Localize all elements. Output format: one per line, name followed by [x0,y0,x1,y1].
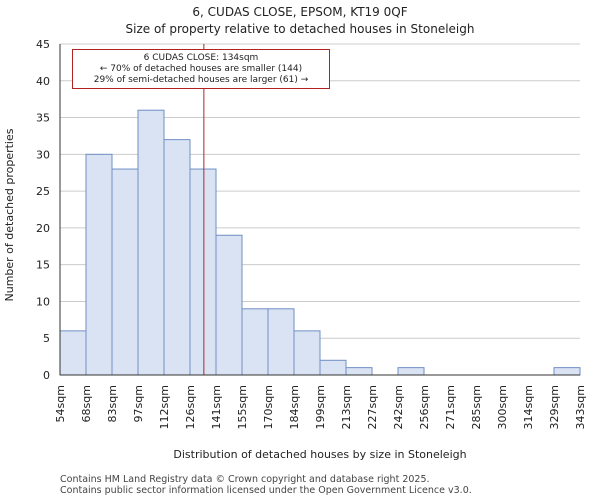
x-tick-label: 112sqm [158,385,171,429]
y-tick-label: 5 [43,332,50,345]
x-tick-label: 227sqm [366,385,379,429]
annotation-line-2: ← 70% of detached houses are smaller (14… [99,64,303,74]
x-tick-label: 285sqm [470,385,483,429]
annotation-line-1: 6 CUDAS CLOSE: 134sqm [143,53,259,63]
y-tick-label: 40 [36,75,50,88]
x-tick-label: 83sqm [106,385,119,422]
histogram-bar [241,308,269,376]
y-tick-label: 15 [36,259,50,272]
histogram-bar [59,330,87,376]
x-tick-label: 170sqm [262,385,275,429]
histogram-bar [267,308,295,376]
x-tick-label: 199sqm [314,385,327,429]
chart-title-address: 6, CUDAS CLOSE, EPSOM, KT19 0QF [192,5,408,19]
histogram-bar [345,367,373,376]
histogram-bar [215,234,243,376]
x-tick-label: 68sqm [80,385,93,422]
x-tick-label: 126sqm [184,385,197,429]
x-tick-label: 343sqm [574,385,587,429]
histogram-bar [397,367,425,376]
chart-title: Size of property relative to detached ho… [125,22,475,36]
histogram-bar [189,168,217,376]
y-tick-label: 25 [36,185,50,198]
x-tick-label: 242sqm [392,385,405,429]
annotation-line-3: 29% of semi-detached houses are larger (… [93,75,309,85]
bar-series [59,109,581,376]
x-tick-label: 184sqm [288,385,301,429]
y-tick-label: 45 [36,38,50,51]
x-tick-label: 271sqm [444,385,457,429]
y-tick-label: 35 [36,112,50,125]
x-tick-label: 155sqm [236,385,249,429]
x-tick-label: 54sqm [54,385,67,422]
x-axis-label: Distribution of detached houses by size … [173,448,466,461]
y-tick-label: 0 [43,369,50,382]
annotation-box: 6 CUDAS CLOSE: 134sqm ← 70% of detached … [72,49,330,89]
x-tick-labels: 54sqm 68sqm 83sqm 97sqm 112sqm 126sqm 141sqm 15… [54,385,587,429]
histogram-bar [293,330,321,376]
y-tick-label: 30 [36,148,50,161]
x-tick-label: 213sqm [340,385,353,429]
x-tick-label: 141sqm [210,385,223,429]
histogram-bar [553,367,581,376]
x-tick-label: 300sqm [496,385,509,429]
y-tick-label: 10 [36,295,50,308]
y-tick-labels: 0 5 10 15 20 25 30 35 40 45 [36,38,50,382]
footer-licence: Contains public sector information licen… [60,485,472,496]
x-tick-label: 97sqm [132,385,145,422]
histogram-bar [137,109,165,376]
x-tick-label: 256sqm [418,385,431,429]
x-tick-label: 314sqm [522,385,535,429]
histogram-bar [85,153,113,376]
x-tick-label: 329sqm [548,385,561,429]
histogram-bar [319,359,347,376]
histogram-bar [163,139,191,376]
axes [59,44,580,376]
y-tick-label: 20 [36,222,50,235]
footer-copyright: Contains HM Land Registry data © Crown c… [60,474,430,485]
histogram-bar [111,168,139,376]
y-axis-label: Number of detached properties [3,128,16,301]
